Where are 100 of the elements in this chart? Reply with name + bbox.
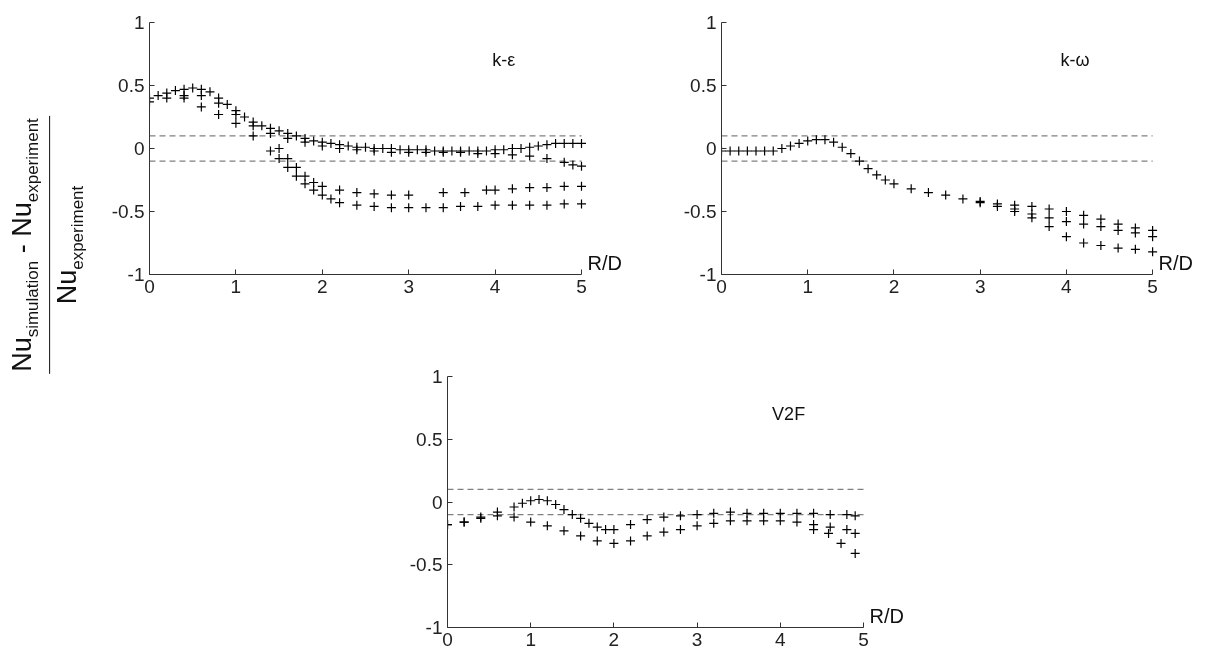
y-tick-label: 1 <box>705 12 717 33</box>
y-tick-label: 0.5 <box>690 75 717 96</box>
y-tick-label: 0 <box>705 138 717 159</box>
point <box>299 171 311 182</box>
point <box>386 190 397 201</box>
point <box>576 198 587 210</box>
y-tick-label: -0.5 <box>111 201 145 222</box>
y-tick-label: 0.5 <box>416 428 443 450</box>
point <box>265 145 276 157</box>
point <box>608 524 619 535</box>
point <box>161 93 172 104</box>
point <box>299 178 311 189</box>
point <box>204 86 216 97</box>
point <box>248 130 259 141</box>
point <box>481 184 492 196</box>
point <box>871 169 882 181</box>
point <box>567 159 578 170</box>
point <box>1026 201 1037 212</box>
point <box>741 515 753 526</box>
point <box>1095 240 1106 251</box>
point <box>1026 208 1037 220</box>
x-axis-title: R/D <box>587 251 622 274</box>
y-tick-label: 0 <box>133 138 145 159</box>
x-axis-title: R/D <box>1158 251 1194 274</box>
point <box>369 188 380 199</box>
point <box>541 153 553 164</box>
point <box>334 184 345 196</box>
point <box>274 143 285 154</box>
point <box>841 524 852 535</box>
point <box>791 516 803 528</box>
point <box>888 178 900 189</box>
point <box>196 101 207 113</box>
point <box>459 187 470 198</box>
point <box>351 200 362 211</box>
point <box>153 90 164 101</box>
y-tick-label: -1 <box>699 264 717 285</box>
point <box>299 137 311 148</box>
point <box>291 130 302 141</box>
point <box>558 504 570 515</box>
point <box>464 145 475 157</box>
point <box>420 202 432 213</box>
point <box>733 145 744 157</box>
y-tick-label: 1 <box>133 12 145 33</box>
x-tick-label: 5 <box>576 275 587 297</box>
x-tick-label: 4 <box>775 628 787 650</box>
point <box>533 140 544 152</box>
text: k-ε <box>492 50 516 71</box>
point <box>515 143 527 154</box>
x-tick-label: 2 <box>888 275 900 297</box>
point <box>490 200 501 211</box>
point <box>394 144 406 155</box>
point <box>759 145 770 157</box>
point <box>819 134 831 145</box>
y-tick-label: -0.5 <box>683 201 717 222</box>
point <box>308 184 319 196</box>
point <box>750 145 762 157</box>
point <box>692 520 703 531</box>
point <box>343 140 354 152</box>
point <box>776 143 787 154</box>
point <box>524 150 535 162</box>
x-tick-label: 1 <box>230 275 242 297</box>
y-tick-label: -1 <box>425 617 443 638</box>
point <box>608 538 619 549</box>
x-tick-label: 5 <box>1147 275 1158 297</box>
point <box>658 511 669 523</box>
point <box>794 138 805 149</box>
point <box>1078 219 1089 230</box>
y-tick-label: 0 <box>431 491 443 513</box>
point <box>369 201 380 212</box>
point <box>841 509 852 520</box>
point <box>525 516 536 528</box>
point <box>802 135 813 147</box>
x-tick-label: 2 <box>317 275 328 297</box>
point <box>1044 212 1055 223</box>
point <box>1095 221 1106 232</box>
point <box>559 198 570 210</box>
point <box>1044 221 1055 232</box>
point <box>742 145 753 157</box>
point <box>725 506 736 518</box>
point <box>940 190 951 201</box>
point <box>317 140 328 152</box>
x-tick-label: 3 <box>974 275 986 297</box>
point <box>642 530 653 541</box>
point <box>213 98 224 109</box>
point <box>1130 227 1141 239</box>
point <box>325 138 337 149</box>
point <box>274 153 285 164</box>
point <box>239 111 250 123</box>
point <box>854 156 865 167</box>
point <box>1044 203 1055 215</box>
x-tick-label: 4 <box>489 275 501 297</box>
point <box>490 184 501 196</box>
point <box>1078 237 1089 249</box>
point <box>308 135 319 147</box>
point <box>490 148 501 159</box>
point <box>768 145 779 157</box>
point <box>741 508 753 519</box>
point <box>835 538 847 549</box>
point <box>567 138 578 149</box>
y-tick-label: 1 <box>431 366 443 387</box>
